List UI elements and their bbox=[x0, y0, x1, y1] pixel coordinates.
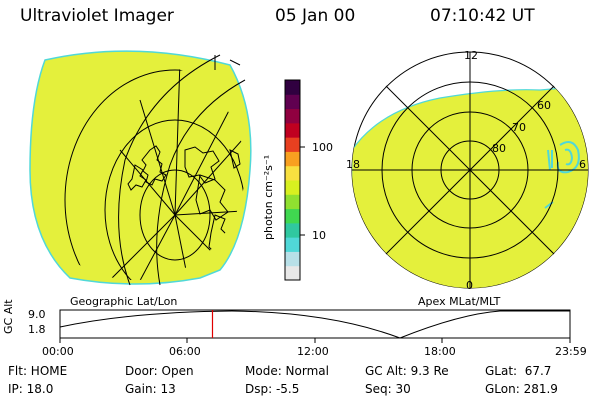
mlt-label-12: 12 bbox=[464, 49, 478, 62]
x-tick-2359: 23:59 bbox=[555, 345, 587, 358]
status-glat: GLat: 67.7 bbox=[485, 364, 552, 378]
status-gcalt: GC Alt: 9.3 Re bbox=[365, 364, 449, 378]
lat-label-70: 70 bbox=[512, 121, 526, 134]
colorbar-segment bbox=[285, 194, 300, 210]
mlt-label-6: 6 bbox=[579, 158, 586, 171]
colorbar-segment bbox=[285, 137, 300, 152]
colorbar-segment bbox=[285, 94, 300, 110]
x-tick-0000: 00:00 bbox=[42, 345, 74, 358]
altitude-ylabel: GC Alt bbox=[2, 299, 15, 334]
colorbar-segment bbox=[285, 180, 300, 195]
colorbar-border bbox=[284, 79, 301, 281]
x-tick-1800: 18:00 bbox=[424, 345, 456, 358]
lat-label-60: 60 bbox=[537, 99, 551, 112]
geographic-caption: Geographic Lat/Lon bbox=[70, 295, 178, 308]
lat-label-80: 80 bbox=[492, 142, 506, 155]
geographic-image bbox=[29, 50, 252, 286]
colorbar-segment bbox=[285, 151, 300, 167]
status-mode: Mode: Normal bbox=[245, 364, 329, 378]
geo-emission-fill bbox=[29, 50, 252, 285]
status-glon: GLon: 281.9 bbox=[485, 382, 558, 396]
geo-outer-arcs bbox=[118, 54, 246, 286]
colorbar-segment bbox=[285, 122, 300, 138]
time-label: 07:10:42 UT bbox=[430, 6, 535, 26]
altitude-ymin: 1.8 bbox=[28, 323, 46, 336]
colorbar-segment bbox=[285, 80, 300, 95]
status-seq: Seq: 30 bbox=[365, 382, 411, 396]
colorbar bbox=[284, 79, 301, 281]
oval-emission-fill bbox=[352, 84, 588, 288]
colorbar-segment bbox=[285, 208, 300, 224]
magnetic-grid bbox=[352, 52, 588, 288]
colorbar-segment bbox=[285, 251, 300, 267]
colorbar-segment bbox=[285, 222, 300, 238]
status-door: Door: Open bbox=[125, 364, 194, 378]
mlt-label-0: 0 bbox=[466, 279, 473, 292]
mlt-label-18: 18 bbox=[346, 158, 360, 171]
x-tick-1200: 12:00 bbox=[297, 345, 329, 358]
colorbar-segment bbox=[285, 265, 300, 281]
colorbar-tick-10: 10 bbox=[312, 229, 326, 242]
status-flt: Flt: HOME bbox=[8, 364, 68, 378]
date-label: 05 Jan 00 bbox=[275, 6, 356, 26]
status-gain: Gain: 13 bbox=[125, 382, 176, 396]
colorbar-unit-label: photon cm⁻²s⁻¹ bbox=[262, 154, 275, 240]
instrument-title: Ultraviolet Imager bbox=[20, 6, 174, 26]
magnetic-image bbox=[351, 51, 589, 289]
colorbar-segment bbox=[285, 165, 300, 181]
altitude-ymax: 9.0 bbox=[28, 308, 46, 321]
status-ip: IP: 18.0 bbox=[8, 382, 54, 396]
x-tick-0600: 06:00 bbox=[169, 345, 201, 358]
colorbar-segment bbox=[285, 108, 300, 124]
colorbar-segment bbox=[285, 237, 300, 252]
altitude-plot bbox=[59, 309, 571, 343]
colorbar-tick-100: 100 bbox=[312, 141, 333, 154]
magnetic-caption: Apex MLat/MLT bbox=[418, 295, 501, 308]
status-dsp: Dsp: -5.5 bbox=[245, 382, 300, 396]
altitude-curve bbox=[59, 310, 570, 339]
colorbar-ticks bbox=[300, 146, 305, 236]
